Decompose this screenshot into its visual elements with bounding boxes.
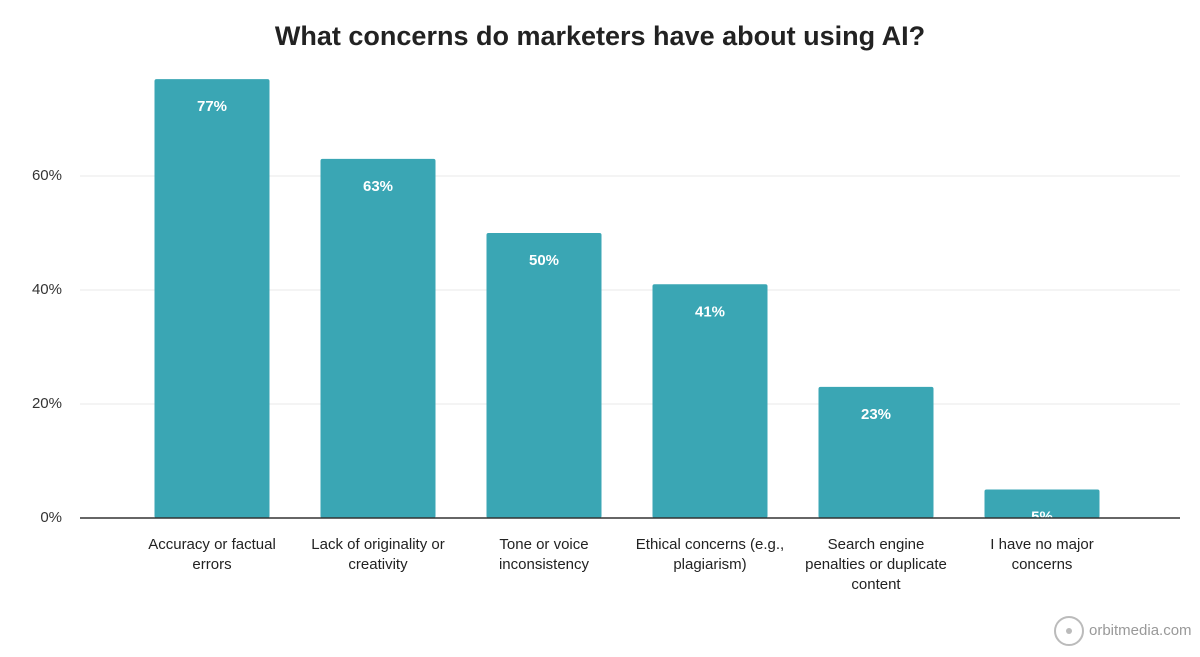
value-label: 77%: [197, 98, 227, 115]
y-tick-label: 40%: [32, 281, 62, 298]
x-tick-label: Accuracy or factual errors: [148, 536, 276, 573]
x-tick-label: Ethical concerns (e.g., plagiarism): [635, 536, 785, 573]
bar: [652, 284, 768, 518]
value-label: 23%: [861, 406, 891, 423]
value-label: 50%: [529, 252, 559, 269]
y-tick-label: 20%: [32, 395, 62, 412]
bar: [154, 79, 270, 518]
value-label: 63%: [363, 178, 393, 195]
logo-dot: [1066, 628, 1072, 634]
x-tick-label: Tone or voice inconsistency: [498, 536, 590, 573]
x-tick-label: Search engine penalties or duplicate con…: [805, 536, 947, 593]
logo-ring: [1054, 616, 1084, 646]
y-tick-label: 0%: [40, 509, 62, 526]
bar: [486, 233, 602, 518]
x-tick-label: I have no major concerns: [990, 536, 1094, 573]
y-tick-label: 60%: [32, 167, 62, 184]
chart-title: What concerns do marketers have about us…: [275, 21, 925, 51]
bar: [818, 386, 934, 518]
watermark: orbitmedia.com: [1089, 622, 1192, 639]
x-tick-label: Lack of originality or creativity: [311, 536, 445, 573]
bar: [984, 489, 1100, 518]
bar: [320, 158, 436, 518]
value-label: 5%: [1031, 508, 1053, 525]
value-label: 41%: [695, 303, 725, 320]
